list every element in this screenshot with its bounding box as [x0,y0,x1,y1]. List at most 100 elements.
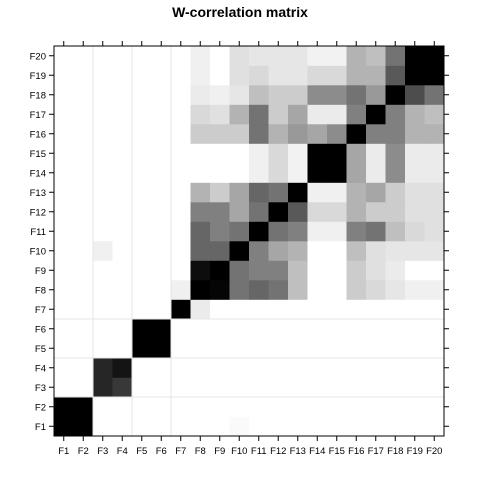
cell-F3-F17 [366,377,386,398]
cell-F9-F16 [346,260,367,281]
cell-F18-F9 [210,85,230,105]
cell-F11-F12 [268,221,289,242]
cell-F20-F20 [424,46,445,66]
y-tick-label: F2 [35,402,46,413]
cell-F4-F14 [307,358,328,378]
x-tick-label: F3 [97,446,108,457]
cell-F8-F7 [171,280,191,300]
y-tick-label: F7 [35,305,46,316]
cell-F3-F1 [54,377,74,398]
y-tick-label: F3 [35,383,46,394]
cell-F17-F14 [307,104,328,125]
cell-F6-F6 [151,319,172,339]
cell-F10-F18 [385,241,406,261]
cell-F12-F17 [366,202,386,222]
cell-F14-F2 [73,163,94,183]
cell-F20-F7 [171,46,191,66]
cell-F10-F11 [249,241,269,261]
cell-F14-F10 [229,163,250,183]
cell-F10-F4 [112,241,133,261]
x-tick-label: F11 [251,446,267,457]
cell-F5-F14 [307,338,328,359]
y-tick-label: F1 [35,422,46,433]
cell-F12-F4 [112,202,133,222]
cell-F9-F17 [366,260,386,281]
x-tick-label: F9 [214,446,225,457]
cell-F3-F13 [288,377,308,398]
cell-F19-F19 [405,65,425,86]
cell-F13-F19 [405,182,425,203]
cell-F12-F9 [210,202,230,222]
cell-F15-F9 [210,143,230,164]
cell-F9-F1 [54,260,74,281]
y-tick-label: F5 [35,344,46,355]
cell-F13-F16 [346,182,367,203]
cell-F6-F15 [327,319,347,339]
cell-F10-F16 [346,241,367,261]
cell-F8-F16 [346,280,367,300]
cell-F19-F17 [366,65,386,86]
cell-F7-F9 [210,299,230,320]
cell-F16-F6 [151,124,172,144]
y-axis-tick-labels: F1 F2 F3 F4 F5 F6 F7 F8 F9 F10 F11 F12 F13 F14 F15 F16 F… [30,51,46,433]
cell-F15-F15 [327,143,347,164]
cell-F4-F7 [171,358,191,378]
cell-F16-F2 [73,124,94,144]
cell-F2-F14 [307,397,328,417]
cell-F17-F18 [385,104,406,125]
x-tick-label: F8 [195,446,206,457]
cell-F7-F10 [229,299,250,320]
cell-F1-F11 [249,416,269,437]
x-tick-label: F14 [309,446,325,457]
cell-F8-F18 [385,280,406,300]
cell-F7-F12 [268,299,289,320]
cell-F13-F13 [288,182,308,203]
cell-F13-F8 [190,182,211,203]
cell-F19-F10 [229,65,250,86]
x-tick-label: F17 [368,446,384,457]
cell-F5-F20 [424,338,445,359]
cell-F9-F18 [385,260,406,281]
cell-F4-F1 [54,358,74,378]
cell-F4-F2 [73,358,94,378]
cell-F10-F7 [171,241,191,261]
cell-F19-F12 [268,65,289,86]
cell-F12-F20 [424,202,445,222]
cell-F14-F6 [151,163,172,183]
cell-F19-F8 [190,65,211,86]
cell-F20-F17 [366,46,386,66]
cell-F5-F4 [112,338,133,359]
cell-F18-F2 [73,85,94,105]
cell-F19-F14 [307,65,328,86]
cell-F5-F13 [288,338,308,359]
cell-F12-F19 [405,202,425,222]
cell-F6-F9 [210,319,230,339]
cell-F14-F17 [366,163,386,183]
cell-F6-F19 [405,319,425,339]
cell-F10-F9 [210,241,230,261]
cell-F14-F13 [288,163,308,183]
cell-F16-F11 [249,124,269,144]
y-tick-label: F18 [30,90,46,101]
cell-F13-F1 [54,182,74,203]
cell-F14-F16 [346,163,367,183]
cell-F11-F8 [190,221,211,242]
y-tick-label: F4 [35,363,46,374]
cell-F18-F18 [385,85,406,105]
cell-F9-F5 [132,260,152,281]
cell-F3-F5 [132,377,152,398]
x-tick-label: F16 [348,446,364,457]
x-tick-label: F20 [426,446,442,457]
cell-F17-F7 [171,104,191,125]
cell-F7-F5 [132,299,152,320]
cell-F5-F3 [93,338,113,359]
x-tick-label: F18 [387,446,403,457]
cell-F16-F1 [54,124,74,144]
cell-F12-F10 [229,202,250,222]
x-tick-label: F1 [58,446,69,457]
cell-F8-F12 [268,280,289,300]
x-tick-label: F7 [175,446,186,457]
cell-F5-F9 [210,338,230,359]
x-tick-label: F2 [78,446,89,457]
